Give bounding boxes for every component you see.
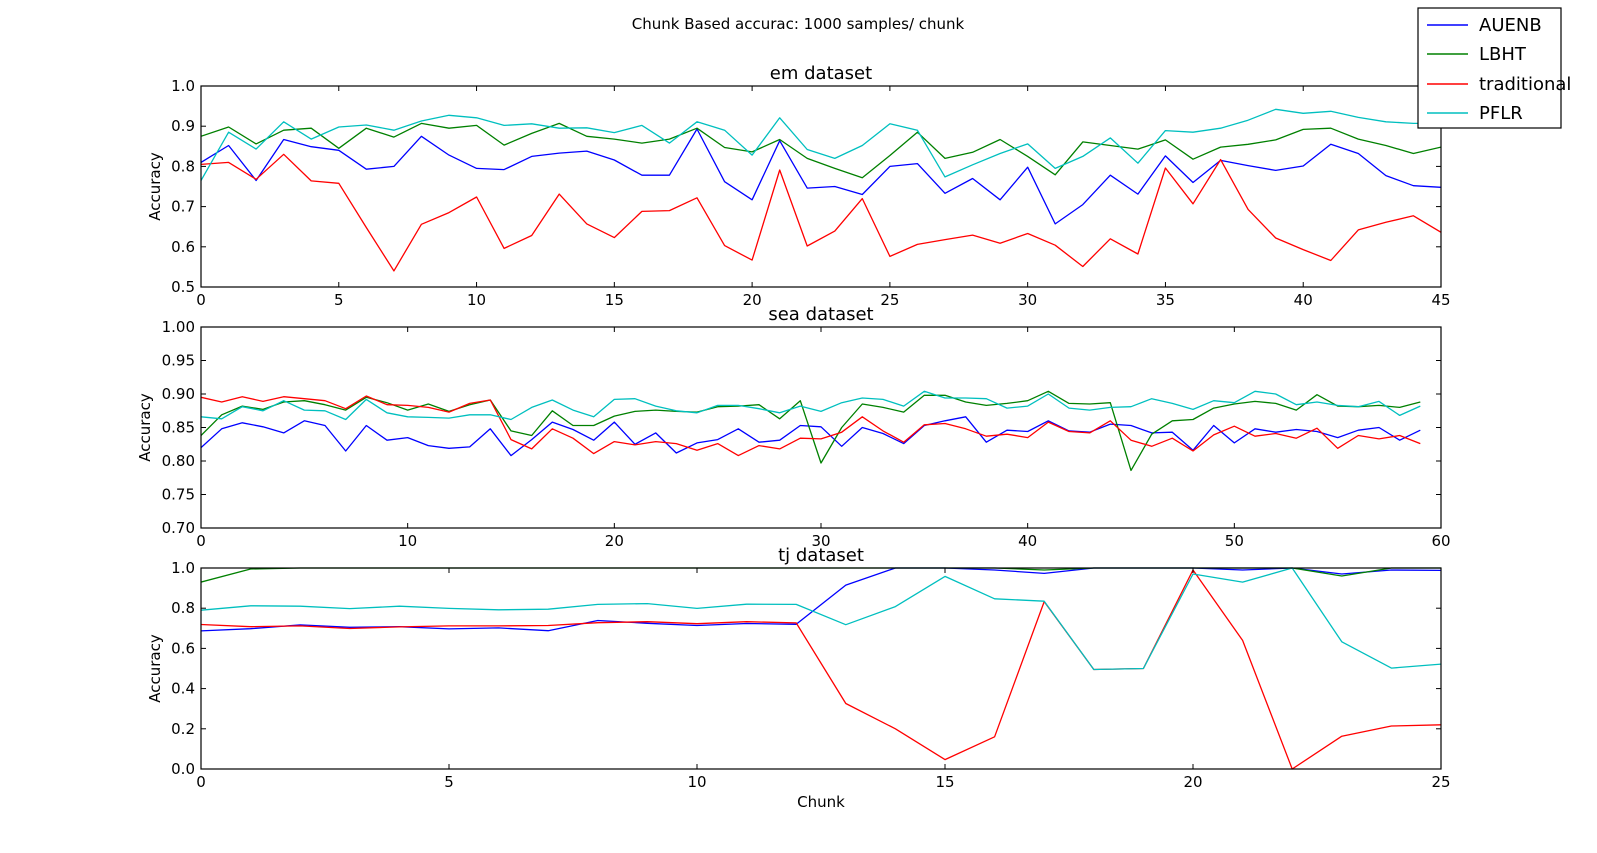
series-line-auenb (201, 128, 1441, 225)
y-tick-label: 0.0 (171, 760, 195, 778)
figure-suptitle: Chunk Based accurac: 1000 samples/ chunk (632, 15, 965, 33)
y-tick-label: 0.70 (162, 519, 195, 537)
series-line-auenb (201, 416, 1421, 457)
y-tick-label: 0.6 (171, 639, 195, 657)
x-tick-label: 0 (196, 773, 206, 791)
series-line-traditional (201, 153, 1441, 272)
y-tick-label: 0.7 (171, 198, 195, 216)
y-tick-label: 0.80 (162, 452, 195, 470)
y-axis-label: Accuracy (146, 152, 164, 221)
legend-box (1417, 7, 1562, 129)
y-tick-label: 0.2 (171, 720, 195, 738)
x-tick-label: 0 (196, 532, 206, 550)
plot-em: 0 5 10 15 20 25 30 35 40 45 0.5 0.6 0.7 0.8 0.9 1.0 em d… (146, 63, 1451, 309)
x-tick-label: 10 (687, 773, 706, 791)
x-tick-label: 20 (605, 532, 624, 550)
x-tick-label: 30 (811, 532, 830, 550)
y-tick-label: 0.85 (162, 419, 195, 437)
plot-frame (200, 85, 1442, 288)
x-tick-label: 60 (1431, 532, 1450, 550)
y-axis-label: Accuracy (136, 393, 154, 462)
x-tick-label: 40 (1018, 532, 1037, 550)
x-tick-label: 30 (1018, 291, 1037, 309)
x-tick-label: 15 (605, 291, 624, 309)
series-line-auenb (201, 567, 1441, 632)
x-tick-label: 50 (1225, 532, 1244, 550)
y-axis-label: Accuracy (146, 634, 164, 703)
series-line-pflr (201, 390, 1421, 421)
plot-title: em dataset (770, 63, 872, 84)
y-tick-label: 0.90 (162, 385, 195, 403)
plot-sea: 0 10 20 30 40 50 60 0.70 0.75 0.80 0.85 0.90 0.95 1.0… (136, 304, 1451, 550)
plot-frame (200, 567, 1442, 770)
series-line-pflr (201, 108, 1441, 181)
x-tick-label: 5 (334, 291, 344, 309)
x-tick-label: 10 (398, 532, 417, 550)
series-line-lbht (201, 390, 1421, 472)
y-tick-label: 0.6 (171, 238, 195, 256)
y-tick-label: 1.0 (171, 559, 195, 577)
plot-series-group (201, 567, 1441, 770)
series-line-traditional (201, 395, 1421, 457)
y-tick-label: 0.95 (162, 352, 195, 370)
x-tick-label: 45 (1431, 291, 1450, 309)
legend-label-traditional: traditional (1479, 74, 1571, 95)
legend-label-lbht: LBHT (1479, 44, 1527, 65)
y-tick-label: 0.5 (171, 278, 195, 296)
x-tick-label: 20 (743, 291, 762, 309)
plot-series-group (201, 390, 1421, 472)
plot-title: sea dataset (768, 304, 873, 325)
y-tick-label: 0.4 (171, 680, 195, 698)
y-tick-label: 0.8 (171, 599, 195, 617)
x-tick-label: 15 (935, 773, 954, 791)
y-tick-label: 1.0 (171, 77, 195, 95)
legend-label-auenb: AUENB (1479, 15, 1542, 36)
series-line-traditional (201, 569, 1441, 770)
x-tick-label: 35 (1156, 291, 1175, 309)
y-tick-label: 0.75 (162, 486, 195, 504)
x-tick-label: 25 (1431, 773, 1450, 791)
series-line-pflr (201, 567, 1441, 671)
series-line-lbht (201, 122, 1441, 179)
y-tick-label: 1.00 (162, 318, 195, 336)
legend-label-pflr: PFLR (1479, 103, 1523, 124)
plot-tj: 0 5 10 15 20 25 0.0 0.2 0.4 0.6 0.8 1.0 tj dataset Ac… (146, 545, 1451, 811)
plot-title: tj dataset (778, 545, 864, 566)
x-axis-label: Chunk (797, 793, 845, 811)
legend: AUENB LBHT traditional PFLR (1417, 7, 1571, 129)
x-tick-label: 20 (1183, 773, 1202, 791)
x-tick-label: 10 (467, 291, 486, 309)
plot-series-group (201, 108, 1441, 272)
y-tick-label: 0.9 (171, 117, 195, 135)
x-tick-label: 40 (1294, 291, 1313, 309)
x-tick-label: 25 (880, 291, 899, 309)
x-tick-label: 0 (196, 291, 206, 309)
y-tick-label: 0.8 (171, 157, 195, 175)
x-tick-label: 5 (444, 773, 454, 791)
